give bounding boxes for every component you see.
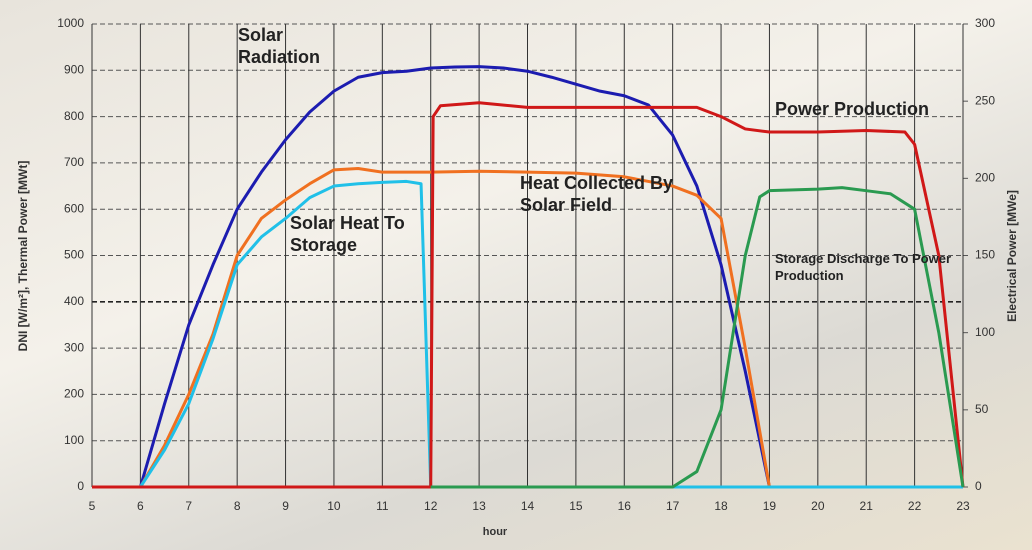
series-label: Solar Heat To Storage bbox=[290, 212, 420, 256]
x-tick-label: 18 bbox=[714, 499, 728, 513]
series-label: Storage Discharge To Power Production bbox=[775, 250, 955, 284]
y-axis-label: DNI [W/m²], Thermal Power [MWt] bbox=[16, 161, 30, 352]
series-line bbox=[431, 188, 963, 487]
x-tick-label: 14 bbox=[521, 499, 535, 513]
y2-axis-label: Electrical Power [MWe] bbox=[1005, 190, 1019, 322]
y2-tick-label: 200 bbox=[975, 171, 995, 185]
x-tick-label: 11 bbox=[376, 499, 389, 513]
y-tick-label: 600 bbox=[64, 201, 84, 215]
y-tick-label: 800 bbox=[64, 109, 84, 123]
x-tick-label: 8 bbox=[234, 499, 241, 513]
x-tick-label: 15 bbox=[569, 499, 583, 513]
y-tick-label: 200 bbox=[64, 387, 84, 401]
y-tick-label: 500 bbox=[64, 248, 84, 262]
x-tick-label: 21 bbox=[860, 499, 874, 513]
y-tick-label: 0 bbox=[77, 479, 84, 493]
y2-tick-label: 150 bbox=[975, 248, 995, 262]
series-label: Heat Collected By Solar Field bbox=[520, 172, 700, 216]
x-tick-label: 10 bbox=[327, 499, 341, 513]
x-tick-label: 7 bbox=[185, 499, 192, 513]
x-tick-label: 6 bbox=[137, 499, 144, 513]
y2-tick-label: 100 bbox=[975, 325, 995, 339]
y2-tick-label: 300 bbox=[975, 16, 995, 30]
series-label: Power Production bbox=[775, 98, 995, 120]
series-label: Solar Radiation bbox=[238, 24, 358, 68]
y-tick-label: 400 bbox=[64, 294, 84, 308]
y-tick-label: 1000 bbox=[57, 16, 84, 30]
y2-tick-label: 0 bbox=[975, 479, 982, 493]
x-tick-label: 12 bbox=[424, 499, 438, 513]
x-tick-label: 23 bbox=[956, 499, 970, 513]
x-tick-label: 19 bbox=[763, 499, 777, 513]
y-tick-label: 100 bbox=[64, 433, 84, 447]
y-tick-label: 900 bbox=[64, 62, 84, 76]
y2-tick-label: 50 bbox=[975, 402, 989, 416]
x-tick-label: 17 bbox=[666, 499, 680, 513]
y-tick-label: 700 bbox=[64, 155, 84, 169]
x-tick-label: 5 bbox=[89, 499, 96, 513]
x-tick-label: 16 bbox=[618, 499, 632, 513]
chart: hour DNI [W/m²], Thermal Power [MWt] Ele… bbox=[0, 0, 1032, 550]
y-tick-label: 300 bbox=[64, 340, 84, 354]
x-tick-label: 20 bbox=[811, 499, 825, 513]
x-tick-label: 9 bbox=[282, 499, 289, 513]
x-tick-label: 22 bbox=[908, 499, 922, 513]
x-axis-label: hour bbox=[483, 526, 508, 538]
x-tick-label: 13 bbox=[472, 499, 486, 513]
